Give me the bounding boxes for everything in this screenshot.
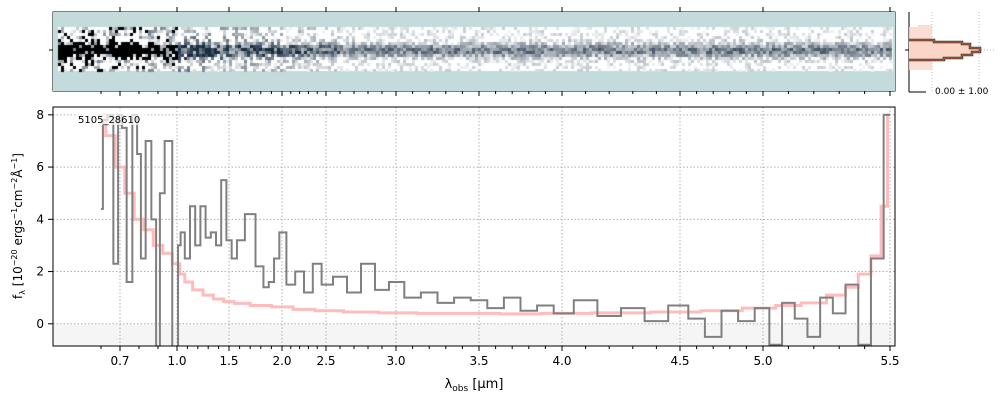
profile-inset: 0.00 ± 1.00: [905, 12, 995, 97]
x-tick-label: 5.0: [753, 354, 772, 368]
x-tick-label: 0.7: [110, 354, 129, 368]
spectrum-2d-image: [53, 12, 895, 91]
object-label: 5105_28610: [78, 115, 140, 126]
x-tick-label: 3.5: [469, 354, 488, 368]
data-line: [101, 113, 890, 346]
x-tick-label: 2.5: [316, 354, 335, 368]
x-axis-label: λobs [μm]: [445, 377, 504, 394]
main-axes-frame: [52, 106, 896, 347]
y-tick-label: 8: [36, 108, 44, 122]
model-line: [101, 113, 890, 316]
y-axis-label: fλ [10−20 ergs−1cm−2Å−1]: [10, 153, 27, 299]
x-tick-label: 4.0: [552, 354, 571, 368]
x-tick-label: 5.5: [880, 354, 899, 368]
x-tick-label: 3.0: [386, 354, 405, 368]
object-label-bg: [77, 111, 147, 125]
x-tick-label: 4.5: [670, 354, 689, 368]
negative-flux-band: [53, 324, 895, 346]
y-tick-label: 4: [36, 212, 44, 226]
x-tick-label: 1.0: [167, 354, 186, 368]
y-tick-label: 2: [36, 265, 44, 279]
x-tick-label: 2.0: [272, 354, 291, 368]
x-tick-label: 1.5: [219, 354, 238, 368]
inset-label: 0.00 ± 1.00: [935, 87, 989, 97]
y-tick-label: 0: [36, 317, 44, 331]
y-tick-label: 6: [36, 160, 44, 174]
